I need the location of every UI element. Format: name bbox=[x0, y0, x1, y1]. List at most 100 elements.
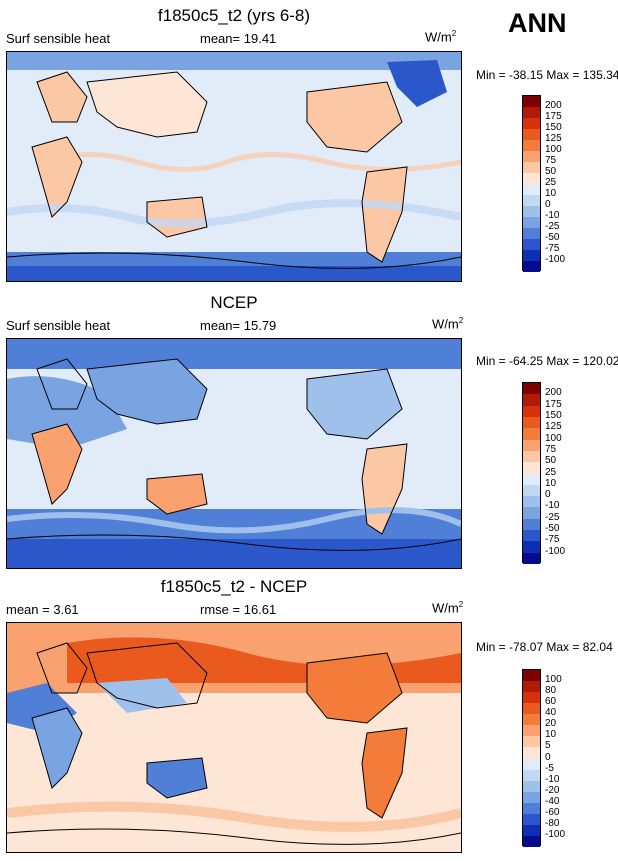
colorbar-tick-label: 10 bbox=[545, 188, 557, 199]
map-model bbox=[6, 51, 462, 282]
colorbar-segment bbox=[523, 725, 540, 737]
colorbar-segment bbox=[523, 118, 540, 129]
colorbar-tick-label: -50 bbox=[545, 523, 560, 535]
colorbar-segment bbox=[523, 703, 540, 715]
colorbar-tick-label: 5 bbox=[545, 740, 551, 752]
colorbar-segment bbox=[523, 140, 540, 151]
colorbar-tick-label: 200 bbox=[545, 100, 562, 111]
colorbar-tick-label: -5 bbox=[545, 762, 554, 774]
map-obs bbox=[6, 338, 462, 569]
colorbar-tick-label: 200 bbox=[545, 387, 562, 399]
mean-label: mean= bbox=[200, 31, 241, 46]
colorbar-segment bbox=[523, 484, 540, 497]
colorbar-segment bbox=[523, 173, 540, 184]
colorbar-segment bbox=[523, 239, 540, 250]
units-text: W/m bbox=[432, 600, 459, 616]
units-text: W/m bbox=[425, 29, 452, 45]
colorbar-tick-label: 150 bbox=[545, 122, 562, 133]
colorbar-segment bbox=[523, 151, 540, 162]
diff-mean-stat: mean = 3.61 bbox=[6, 602, 79, 617]
rmse-stat: rmse = 16.61 bbox=[200, 602, 276, 617]
colorbar-tick-label: -40 bbox=[545, 795, 560, 807]
colorbar-tick-label: 150 bbox=[545, 409, 562, 421]
colorbar-obs bbox=[522, 382, 541, 564]
colorbar-tick-label: 40 bbox=[545, 707, 557, 719]
colorbar-tick-label: 75 bbox=[545, 155, 557, 166]
colorbar-tick-label: 0 bbox=[545, 751, 551, 763]
mean-label: mean = bbox=[6, 602, 50, 617]
units-exponent: 2 bbox=[458, 600, 464, 609]
colorbar-segment bbox=[523, 541, 540, 553]
colorbar-segment bbox=[523, 439, 540, 451]
colorbar-segment bbox=[523, 769, 540, 781]
colorbar-tick-label: 25 bbox=[545, 177, 557, 188]
panel-title: f1850c5_t2 - NCEP bbox=[160, 577, 308, 596]
colorbar-tick-label: -10 bbox=[545, 210, 560, 221]
colorbar-segment bbox=[523, 428, 540, 440]
mean-stat: mean= 19.41 bbox=[200, 31, 276, 46]
map-obs-field bbox=[7, 339, 461, 568]
colorbar-tick-label: -75 bbox=[545, 243, 560, 254]
colorbar-segment bbox=[523, 195, 540, 206]
map-diff bbox=[6, 622, 462, 853]
mean-value: 19.41 bbox=[243, 31, 277, 46]
colorbar-segment bbox=[523, 261, 540, 272]
colorbar-segment bbox=[523, 670, 540, 682]
colorbar-segment bbox=[523, 552, 540, 564]
colorbar-tick-label: 125 bbox=[545, 133, 562, 144]
colorbar-tick-label: -10 bbox=[545, 500, 560, 512]
units-label: W/m2 bbox=[432, 316, 463, 331]
colorbar-segment bbox=[523, 394, 540, 406]
colorbar-segment bbox=[523, 835, 540, 847]
colorbar-tick-label: -100 bbox=[545, 828, 566, 840]
colorbar-segment bbox=[523, 96, 540, 107]
colorbar-segment bbox=[523, 692, 540, 704]
colorbar-tick-label: 100 bbox=[545, 674, 562, 686]
colorbar-segment bbox=[523, 714, 540, 726]
colorbar-tick-label: -80 bbox=[545, 817, 560, 829]
season-label: ANN bbox=[508, 8, 567, 38]
colorbar-segment bbox=[523, 758, 540, 770]
rmse-value: 16.61 bbox=[243, 602, 277, 617]
colorbar-segment bbox=[523, 824, 540, 836]
colorbar-segment bbox=[523, 217, 540, 228]
colorbar-tick-label: -25 bbox=[545, 511, 560, 523]
colorbar-segment bbox=[523, 107, 540, 118]
mean-value: 3.61 bbox=[53, 602, 79, 617]
colorbar-segment bbox=[523, 780, 540, 792]
colorbar-tick-label: 175 bbox=[545, 398, 562, 410]
colorbar-segment bbox=[523, 129, 540, 140]
colorbar-segment bbox=[523, 791, 540, 803]
mean-label: mean= bbox=[200, 318, 241, 333]
map-model-field bbox=[7, 52, 461, 281]
colorbar-tick-label: -50 bbox=[545, 232, 560, 243]
mean-stat: mean= 15.79 bbox=[200, 318, 276, 333]
colorbar-segment bbox=[523, 473, 540, 485]
colorbar-segment bbox=[523, 383, 540, 395]
colorbar-tick-label: -20 bbox=[545, 784, 560, 796]
colorbar-tick-label: 75 bbox=[545, 443, 557, 455]
colorbar-tick-label: -60 bbox=[545, 806, 560, 818]
units-exponent: 2 bbox=[458, 316, 464, 325]
colorbar-tick-label: -100 bbox=[545, 254, 566, 265]
colorbar-tick-label: -75 bbox=[545, 534, 560, 546]
colorbar-tick-label: 50 bbox=[545, 166, 557, 177]
colorbar-segment bbox=[523, 736, 540, 748]
colorbar-segment bbox=[523, 530, 540, 542]
colorbar-segment bbox=[523, 507, 540, 519]
colorbar-segment bbox=[523, 747, 540, 759]
minmax-readout: Min = -38.15 Max = 135.34 bbox=[476, 68, 618, 82]
units-label: W/m2 bbox=[425, 29, 456, 44]
colorbar-segment bbox=[523, 206, 540, 217]
colorbar-segment bbox=[523, 681, 540, 693]
colorbar-tick-label: -10 bbox=[545, 773, 560, 785]
colorbar-tick-label: 125 bbox=[545, 421, 562, 433]
colorbar-tick-label: 10 bbox=[545, 729, 557, 741]
colorbar-tick-label: 100 bbox=[545, 144, 562, 155]
colorbar-model bbox=[522, 95, 541, 272]
colorbar-tick-label: 20 bbox=[545, 718, 557, 730]
colorbar-segment bbox=[523, 184, 540, 195]
colorbar-segment bbox=[523, 162, 540, 173]
colorbar-tick-label: 80 bbox=[545, 685, 557, 697]
colorbar-tick-label: 175 bbox=[545, 111, 562, 122]
